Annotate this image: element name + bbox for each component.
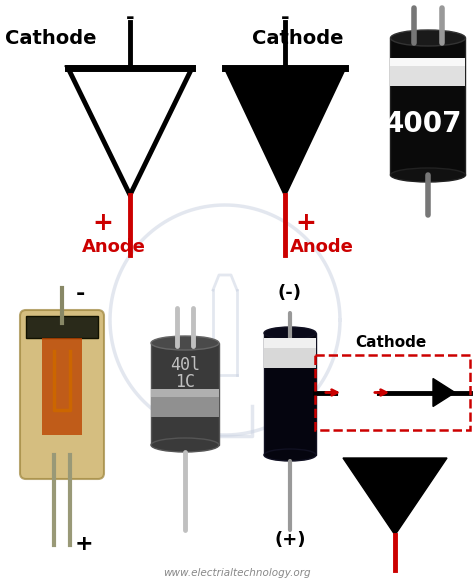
Text: (-): (-) xyxy=(278,284,302,302)
Polygon shape xyxy=(433,378,455,406)
Bar xyxy=(26,316,98,338)
Ellipse shape xyxy=(264,327,316,339)
Ellipse shape xyxy=(151,438,219,452)
FancyBboxPatch shape xyxy=(20,310,104,479)
Text: 40l: 40l xyxy=(170,356,200,374)
Bar xyxy=(151,389,219,417)
Polygon shape xyxy=(343,458,447,535)
Text: Anode: Anode xyxy=(290,238,354,256)
Bar xyxy=(151,389,219,397)
Ellipse shape xyxy=(151,336,219,350)
Text: Cathode: Cathode xyxy=(355,335,426,350)
Bar xyxy=(264,338,316,348)
Bar xyxy=(264,338,316,368)
Ellipse shape xyxy=(391,168,465,182)
Bar xyxy=(264,333,316,455)
Text: +: + xyxy=(92,211,113,235)
Text: Anode: Anode xyxy=(82,238,146,256)
Bar xyxy=(315,355,470,430)
Bar xyxy=(151,343,219,445)
Text: -: - xyxy=(126,8,134,28)
Bar xyxy=(391,58,465,66)
Text: +: + xyxy=(75,534,93,554)
Text: (+): (+) xyxy=(274,531,306,549)
Text: 4007: 4007 xyxy=(385,110,463,138)
Text: 1C: 1C xyxy=(175,373,195,391)
Text: -: - xyxy=(75,284,85,304)
Bar xyxy=(391,58,465,86)
Bar xyxy=(391,38,465,175)
Bar xyxy=(42,338,82,435)
Polygon shape xyxy=(225,68,345,195)
Text: +: + xyxy=(295,211,316,235)
Ellipse shape xyxy=(264,449,316,461)
Text: www.electrialtechnology.org: www.electrialtechnology.org xyxy=(163,568,311,578)
Text: -: - xyxy=(281,8,289,28)
Ellipse shape xyxy=(391,30,465,46)
Text: Cathode: Cathode xyxy=(252,29,344,47)
Text: Cathode: Cathode xyxy=(5,29,97,47)
